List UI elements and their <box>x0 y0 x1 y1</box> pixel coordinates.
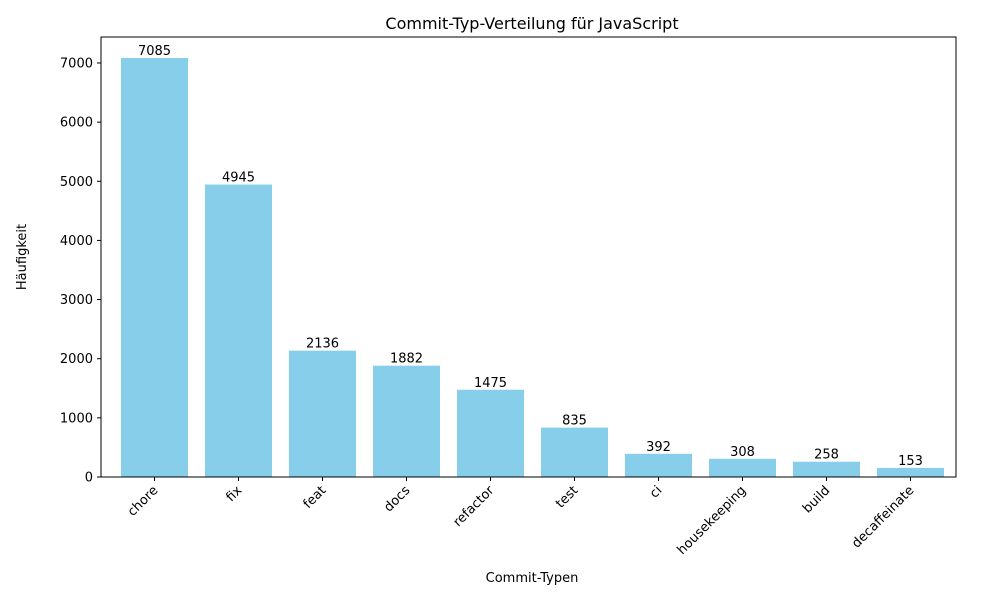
bar-decaffeinate <box>877 467 944 477</box>
bar-docs <box>373 365 440 477</box>
x-tick-label-refactor: refactor <box>451 483 498 530</box>
x-tick-label-build: build <box>800 483 833 516</box>
y-tick-label-2000: 2000 <box>60 352 93 367</box>
x-tick-label-fix: fix <box>223 483 245 505</box>
data-label-housekeeping: 308 <box>730 445 755 460</box>
x-tick-label-chore: chore <box>125 483 161 519</box>
y-axis: 0 1000 2000 3000 4000 5000 6000 7000 <box>60 56 101 486</box>
data-label-fix: 4945 <box>222 171 255 186</box>
data-label-build: 258 <box>814 448 839 463</box>
x-tick-label-ci: ci <box>647 483 665 501</box>
data-label-docs: 1882 <box>390 352 423 367</box>
x-axis-label: Commit-Typen <box>486 571 579 586</box>
bar-build <box>793 461 860 477</box>
x-tick-label-test: test <box>553 483 581 511</box>
x-tick-label-housekeeping: housekeeping <box>675 483 750 558</box>
bar-feat <box>289 350 356 477</box>
bar-refactor <box>457 389 524 477</box>
bar-chore <box>121 57 188 477</box>
bar-housekeeping <box>709 458 776 477</box>
y-tick-label-7000: 7000 <box>60 56 93 71</box>
x-tick-label-decaffeinate: decaffeinate <box>849 483 917 551</box>
bars-group: 7085 4945 2136 1882 1475 835 392 308 258 153 <box>121 44 944 477</box>
y-tick-label-4000: 4000 <box>60 234 93 249</box>
bar-ci <box>625 453 692 477</box>
data-label-feat: 2136 <box>306 337 339 352</box>
x-tick-label-feat: feat <box>301 483 330 512</box>
y-tick-label-3000: 3000 <box>60 293 93 308</box>
y-axis-label: Häufigkeit <box>15 224 30 290</box>
plot-frame <box>100 36 957 478</box>
y-tick-label-1000: 1000 <box>60 411 93 426</box>
x-tick-label-docs: docs <box>381 483 413 515</box>
data-label-ci: 392 <box>646 440 671 455</box>
y-tick-label-6000: 6000 <box>60 116 93 131</box>
x-axis: chore fix feat docs refactor test ci housekeepi… <box>125 477 917 558</box>
data-label-decaffeinate: 153 <box>898 454 923 469</box>
y-tick-label-0: 0 <box>85 471 93 486</box>
y-tick-label-5000: 5000 <box>60 175 93 190</box>
data-label-chore: 7085 <box>138 44 171 59</box>
bar-test <box>541 427 608 477</box>
data-label-refactor: 1475 <box>474 376 507 391</box>
bar-fix <box>205 184 272 477</box>
data-label-test: 835 <box>562 414 587 429</box>
chart-title: Commit-Typ-Verteilung für JavaScript <box>385 14 678 33</box>
